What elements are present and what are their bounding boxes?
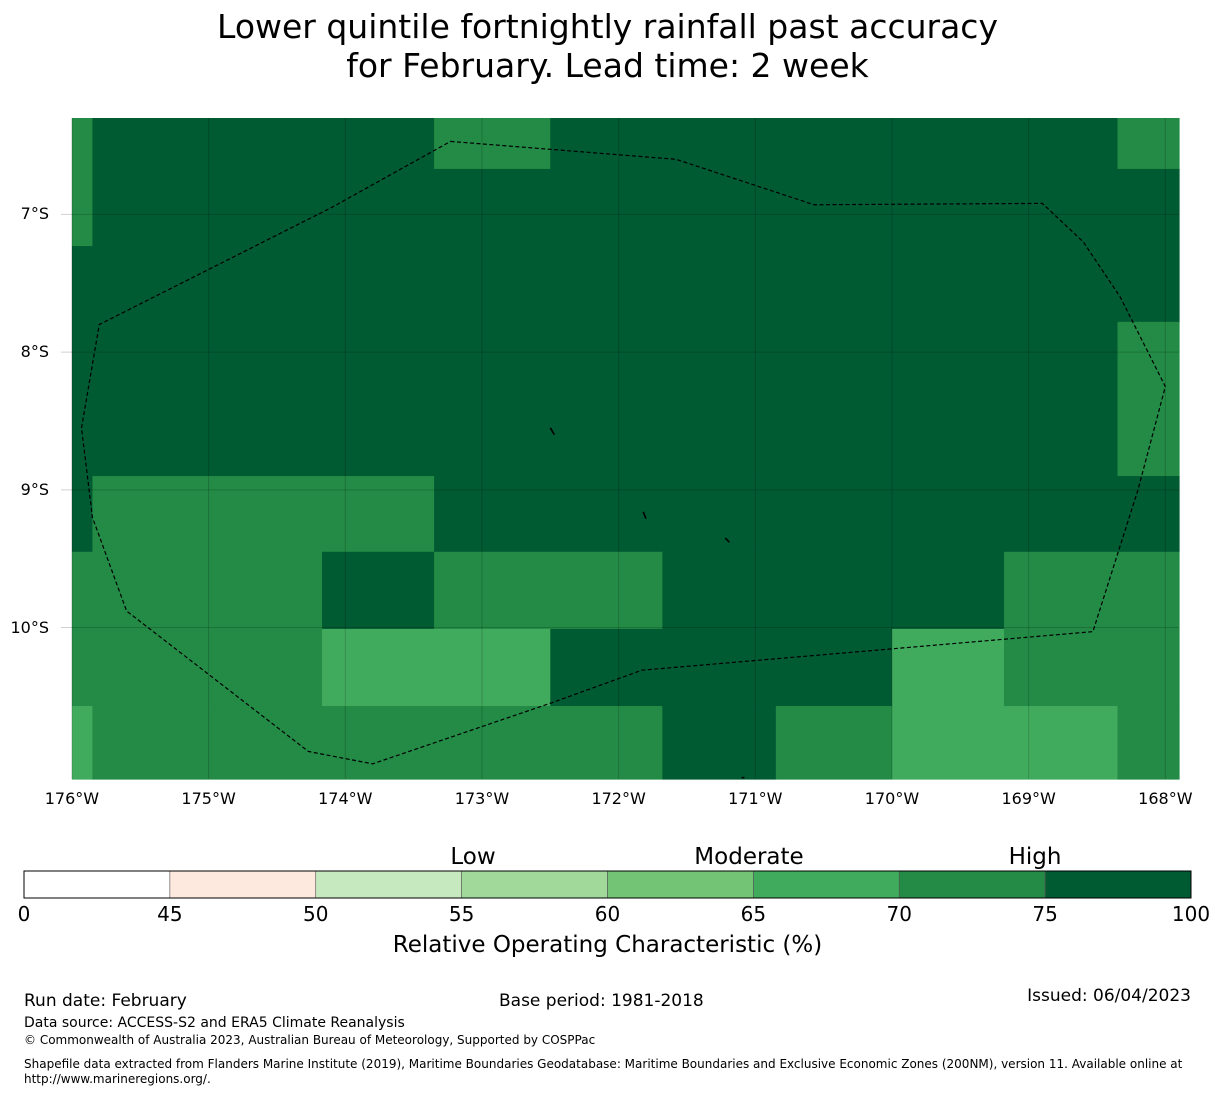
category-low: Low — [450, 844, 496, 870]
shapefile-credit: Shapefile data extracted from Flanders M… — [24, 1057, 1183, 1086]
lat-label-10s: 10°S — [10, 617, 49, 637]
island-coastline — [549, 427, 556, 436]
colorbar-tick: 45 — [157, 902, 183, 926]
grid-cell — [434, 118, 551, 170]
colorbar-bin — [461, 870, 608, 899]
colorbar-bin — [753, 870, 900, 899]
colorbar-tick: 0 — [17, 902, 31, 926]
colorbar-tick: 75 — [1032, 902, 1058, 926]
lon-label-176w: 176°W — [44, 789, 100, 808]
grid-cell — [92, 706, 663, 780]
grid-cell — [1117, 321, 1180, 477]
grid-cell — [71, 628, 323, 707]
lon-label-169w: 169°W — [1001, 789, 1056, 808]
category-high: High — [1008, 844, 1062, 870]
data-source: Data source: ACCESS-S2 and ERA5 Climate … — [24, 1015, 405, 1031]
eez-boundary-layer — [80, 140, 1166, 765]
grid-cell — [434, 551, 663, 630]
grid-cell — [92, 476, 435, 553]
grid-cell — [1004, 628, 1180, 707]
grid-cell — [71, 118, 94, 247]
issued-date: Issued: 06/04/2023 — [1027, 986, 1191, 1006]
colorbar-bin — [169, 870, 317, 899]
lon-label-174w: 174°W — [318, 789, 373, 808]
lon-label-170w: 170°W — [864, 789, 920, 808]
islands-layer — [549, 427, 745, 779]
eez-boundary — [80, 140, 1166, 765]
lon-label-172w: 172°W — [591, 789, 646, 808]
grid-cell — [322, 551, 435, 630]
grid-cell — [891, 706, 1119, 780]
map-title-line-2: for February. Lead time: 2 week — [346, 46, 869, 85]
lat-label-9s: 9°S — [20, 479, 49, 499]
colorbar-bin — [1044, 870, 1192, 899]
colorbar-bin — [23, 870, 171, 899]
lon-label-168w: 168°W — [1138, 789, 1193, 808]
grid-cell — [71, 706, 94, 780]
grid-cell — [550, 118, 1119, 477]
colorbar-title: Relative Operating Characteristic (%) — [392, 932, 823, 958]
grid-cell — [550, 628, 893, 707]
grid-cell — [71, 246, 94, 553]
grid-cell — [1117, 706, 1180, 780]
colorbar — [23, 870, 1192, 899]
colorbar-bin — [898, 870, 1046, 899]
lon-label-175w: 175°W — [181, 789, 236, 808]
grid-cell — [434, 476, 1180, 553]
colorbar-tick: 70 — [886, 902, 912, 926]
base-period: Base period: 1981-2018 — [499, 991, 704, 1011]
graticule — [61, 118, 1179, 779]
colorbar-tick: 50 — [303, 902, 329, 926]
category-moderate: Moderate — [694, 844, 804, 870]
grid-cell — [71, 551, 323, 630]
accuracy-grid — [71, 118, 1180, 780]
run-date: Run date: February — [24, 991, 187, 1011]
grid-cell — [775, 706, 893, 780]
lon-label-171w: 171°W — [728, 789, 783, 808]
colorbar-tick: 60 — [594, 902, 621, 926]
colorbar-tick: 55 — [448, 902, 475, 926]
colorbar-tick: 65 — [740, 902, 767, 926]
lat-label-7s: 7°S — [20, 204, 49, 224]
grid-cell — [434, 168, 551, 477]
colorbar-bin — [315, 870, 462, 899]
grid-cell — [662, 706, 777, 780]
map-title-line-1: Lower quintile fortnightly rainfall past… — [217, 7, 998, 46]
lat-label-8s: 8°S — [20, 342, 49, 362]
lon-label-173w: 173°W — [454, 789, 510, 808]
grid-cell — [1117, 168, 1180, 323]
island-coastline — [724, 537, 730, 543]
grid-cell — [1117, 118, 1180, 170]
grid-cell — [322, 628, 551, 707]
grid-cell — [1004, 551, 1180, 630]
island-coastline — [642, 511, 647, 520]
colorbar-bin — [607, 870, 754, 899]
colorbar-frame — [23, 870, 1192, 899]
colorbar-tick: 100 — [1171, 902, 1211, 926]
grid-cell — [662, 551, 1005, 630]
grid-cell — [891, 628, 1005, 707]
copyright-notice: © Commonwealth of Australia 2023, Austra… — [24, 1033, 596, 1047]
grid-cell — [92, 118, 435, 477]
